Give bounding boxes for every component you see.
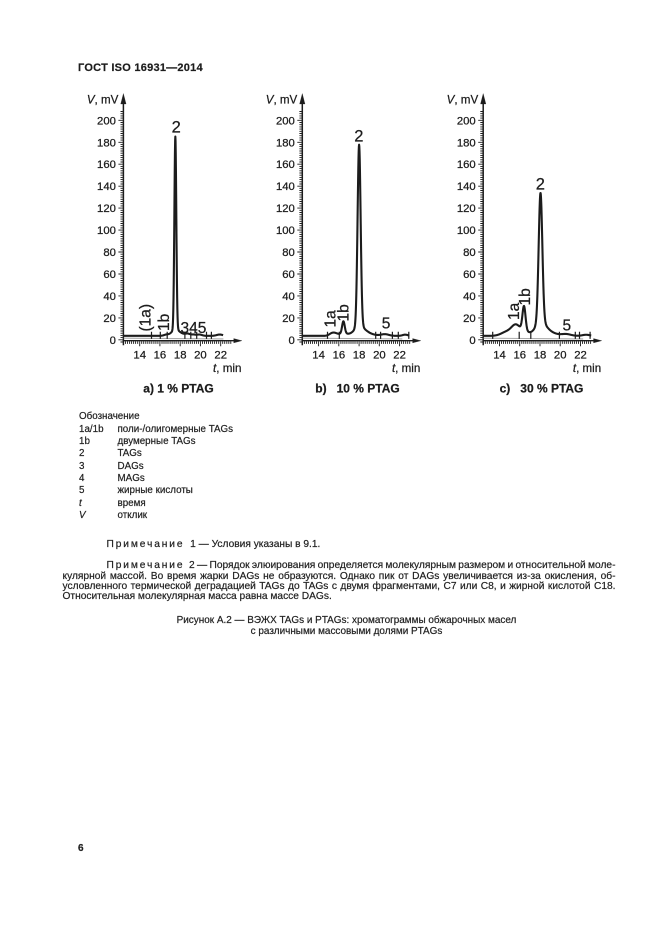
svg-text:c) 30 % PTAG: c) 30 % PTAG (500, 382, 584, 396)
svg-text:80: 80 (103, 247, 116, 259)
svg-text:40: 40 (103, 291, 116, 303)
svg-text:160: 160 (457, 159, 476, 171)
svg-text:t, min: t, min (392, 362, 420, 375)
svg-text:140: 140 (276, 181, 295, 193)
svg-text:160: 160 (276, 159, 295, 171)
svg-text:14: 14 (133, 350, 146, 362)
svg-text:18: 18 (353, 350, 366, 362)
svg-text:20: 20 (282, 313, 295, 325)
svg-text:80: 80 (282, 247, 295, 259)
svg-text:22: 22 (214, 350, 227, 362)
svg-text:40: 40 (282, 291, 295, 303)
svg-text:16: 16 (514, 350, 527, 362)
svg-text:18: 18 (174, 350, 187, 362)
svg-text:1a: 1a (323, 310, 340, 328)
svg-text:1b: 1b (156, 314, 173, 331)
svg-text:20: 20 (103, 313, 116, 325)
svg-text:120: 120 (276, 203, 295, 215)
svg-text:18: 18 (534, 350, 547, 362)
svg-text:100: 100 (457, 225, 476, 237)
svg-text:20: 20 (463, 313, 476, 325)
svg-text:0: 0 (469, 335, 475, 347)
svg-text:345: 345 (181, 320, 207, 337)
svg-text:2: 2 (536, 176, 545, 194)
svg-text:5: 5 (382, 316, 391, 333)
svg-text:20: 20 (194, 350, 207, 362)
svg-text:60: 60 (282, 269, 295, 281)
svg-text:22: 22 (574, 350, 587, 362)
svg-text:100: 100 (276, 225, 295, 237)
svg-text:180: 180 (457, 137, 476, 149)
svg-text:t, min: t, min (573, 362, 601, 375)
svg-text:V, mV: V, mV (266, 94, 298, 107)
svg-text:0: 0 (289, 335, 295, 347)
svg-text:a) 1 % PTAG: a) 1 % PTAG (143, 382, 213, 396)
svg-text:80: 80 (463, 247, 476, 259)
svg-text:40: 40 (463, 291, 476, 303)
svg-text:t, min: t, min (213, 362, 241, 375)
svg-text:140: 140 (457, 181, 476, 193)
svg-text:160: 160 (97, 159, 116, 171)
svg-text:V, mV: V, mV (87, 94, 119, 107)
svg-text:V, mV: V, mV (447, 94, 479, 107)
svg-text:200: 200 (276, 115, 295, 127)
svg-text:20: 20 (554, 350, 567, 362)
svg-text:120: 120 (97, 203, 116, 215)
svg-text:5: 5 (562, 318, 571, 335)
svg-text:0: 0 (110, 335, 116, 347)
svg-text:60: 60 (463, 269, 476, 281)
svg-text:120: 120 (457, 203, 476, 215)
svg-text:200: 200 (97, 115, 116, 127)
svg-text:100: 100 (97, 225, 116, 237)
svg-text:140: 140 (97, 181, 116, 193)
svg-text:20: 20 (373, 350, 386, 362)
svg-text:2: 2 (354, 128, 363, 146)
svg-text:180: 180 (276, 137, 295, 149)
svg-text:1a: 1a (506, 302, 523, 320)
svg-text:1b: 1b (517, 288, 534, 305)
svg-text:(1a): (1a) (138, 304, 155, 332)
svg-text:14: 14 (493, 350, 506, 362)
svg-text:200: 200 (457, 115, 476, 127)
svg-text:16: 16 (333, 350, 346, 362)
svg-text:1b: 1b (336, 304, 353, 321)
svg-text:180: 180 (97, 137, 116, 149)
svg-text:2: 2 (172, 119, 181, 137)
svg-text:14: 14 (312, 350, 325, 362)
svg-text:60: 60 (103, 269, 116, 281)
svg-text:16: 16 (154, 350, 167, 362)
svg-text:b) 10 % PTAG: b) 10 % PTAG (315, 382, 399, 396)
svg-text:22: 22 (393, 350, 406, 362)
